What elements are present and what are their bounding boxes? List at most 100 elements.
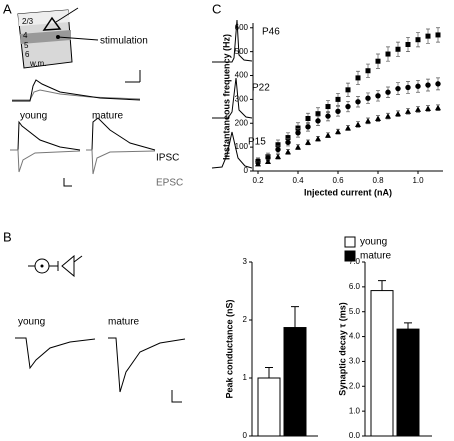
marker: [425, 105, 431, 111]
marker: [345, 125, 351, 131]
y-axis-label: Peak conductance (nS): [224, 299, 234, 398]
layer-label: 6: [25, 50, 30, 59]
age-label: P46: [262, 27, 280, 38]
marker: [385, 113, 391, 119]
marker: [275, 153, 281, 160]
y-tick-label: 6.0: [349, 282, 361, 291]
y-tick-label: 200: [235, 118, 249, 127]
marker: [285, 139, 291, 146]
marker: [415, 83, 421, 89]
y-tick-label: 2: [243, 315, 248, 324]
marker: [305, 139, 311, 145]
y-tick-label: 7.0: [349, 257, 361, 266]
marker: [295, 125, 301, 131]
neuron-schematic: [28, 254, 83, 278]
y-tick-label: 0: [243, 431, 248, 440]
marker: [285, 135, 291, 141]
bar: [370, 290, 394, 437]
marker: [405, 108, 411, 114]
marker: [435, 81, 441, 87]
error-bar: [265, 367, 273, 378]
bar: [283, 327, 307, 437]
marker: [385, 89, 391, 95]
marker: [375, 93, 381, 99]
x-tick-label: 0.8: [372, 176, 384, 185]
marker: [315, 118, 321, 124]
marker: [355, 121, 361, 127]
x-tick-label: 1.0: [412, 176, 424, 185]
y-tick-label: 300: [235, 94, 249, 103]
y-tick-label: 500: [235, 47, 249, 56]
x-tick-label: 0.6: [332, 176, 344, 185]
y-tick-label: 0.0: [349, 431, 361, 440]
traces: [15, 337, 186, 403]
panel-label: B: [3, 229, 12, 244]
marker: [275, 146, 281, 153]
y-tick-label: 5.0: [349, 307, 361, 316]
marker: [415, 106, 421, 112]
legend-swatch: [344, 250, 356, 262]
x-tick-label: 0.4: [292, 176, 304, 185]
y-tick-label: 100: [235, 142, 249, 151]
y-tick-label: 3: [243, 257, 248, 266]
marker: [405, 41, 411, 47]
y-tick-label: 2.0: [349, 381, 361, 390]
marker: [325, 113, 331, 119]
legend-label: mature: [360, 251, 392, 262]
layer-label: 4: [23, 31, 28, 40]
x-tick-label: 0.2: [252, 176, 264, 185]
y-tick-label: 1.0: [349, 406, 361, 415]
marker: [435, 104, 441, 111]
age-label: P15: [248, 137, 266, 148]
marker: [345, 103, 351, 110]
marker: [305, 124, 311, 130]
trace-label: IPSC: [156, 153, 179, 164]
legend-label: young: [360, 237, 387, 248]
marker: [295, 144, 301, 150]
y-axis-label: Synaptic decay τ (ms): [337, 302, 347, 396]
age-label: P22: [252, 83, 270, 94]
marker: [365, 68, 371, 74]
marker: [325, 104, 331, 110]
marker: [395, 110, 401, 117]
marker: [375, 115, 381, 121]
marker: [335, 96, 341, 102]
panel-label: C: [212, 1, 221, 16]
bar: [396, 328, 420, 437]
y-tick-label: 4.0: [349, 332, 361, 341]
layer-label: w.m.: [29, 59, 46, 68]
error-bar: [291, 306, 299, 328]
panel-label: A: [3, 1, 12, 16]
marker: [335, 128, 341, 135]
marker: [425, 82, 431, 88]
condition-label: mature: [92, 111, 124, 122]
y-tick-label: 1: [243, 373, 248, 382]
marker: [415, 37, 421, 43]
y-tick-label: 600: [235, 23, 249, 32]
annotation: stimulation: [100, 36, 148, 47]
marker: [255, 160, 261, 167]
x-axis-label: Injected current (nA): [304, 187, 392, 197]
trace-label: EPSC: [156, 178, 183, 189]
marker: [425, 33, 431, 39]
marker: [395, 46, 401, 52]
legend-swatch: [344, 236, 356, 248]
error-bar: [404, 322, 412, 330]
y-axis-label: Instantaneous frequency (Hz): [221, 34, 231, 160]
marker: [375, 58, 381, 64]
y-tick-label: 0: [244, 166, 249, 175]
condition-label: young: [20, 111, 47, 122]
marker: [305, 115, 311, 121]
marker: [285, 148, 291, 155]
marker: [365, 117, 371, 124]
marker: [385, 51, 391, 57]
marker: [405, 84, 411, 91]
layer-label: 5: [24, 41, 29, 50]
marker: [265, 158, 271, 164]
condition-label: mature: [108, 317, 140, 328]
y-tick-label: 400: [235, 71, 249, 80]
marker: [435, 32, 441, 38]
marker: [365, 95, 371, 101]
spike-insets: [211, 19, 253, 169]
marker: [315, 135, 321, 142]
